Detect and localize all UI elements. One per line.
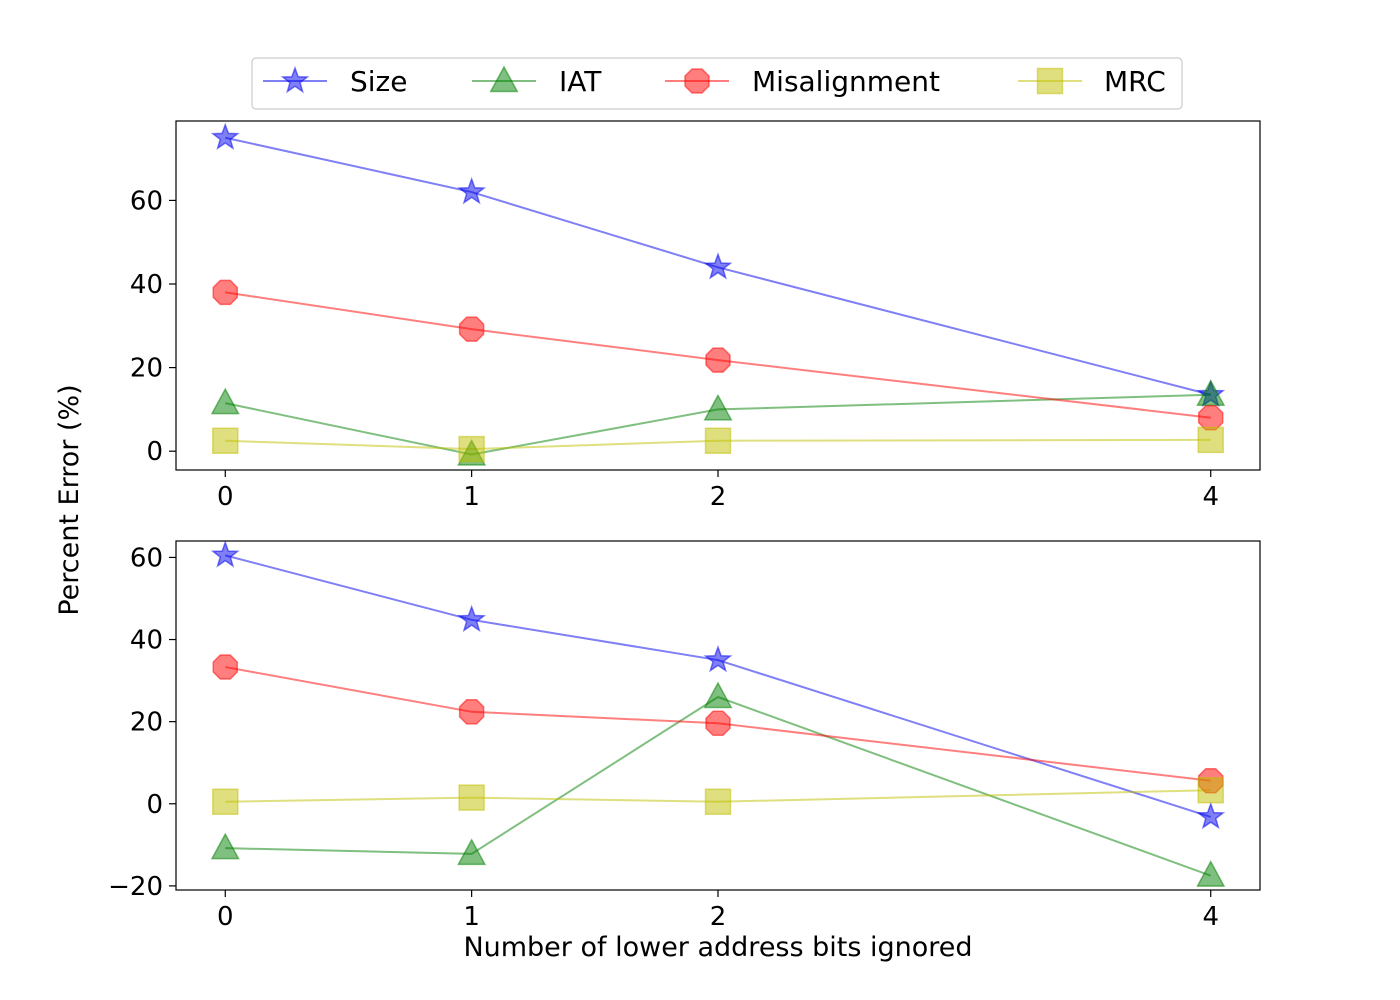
y-tick-label: 0 — [146, 790, 163, 820]
x-tick-label: 4 — [1202, 902, 1219, 932]
data-point-iat — [457, 838, 487, 866]
legend-marker-square-icon — [1036, 67, 1064, 95]
data-point-misalignment — [458, 699, 485, 725]
data-point-iat — [1196, 860, 1226, 887]
x-tick-label: 1 — [463, 902, 480, 932]
legend-label: Size — [350, 65, 407, 98]
legend-label: MRC — [1104, 65, 1166, 98]
data-point-misalignment — [212, 654, 239, 680]
x-tick-label: 2 — [710, 902, 727, 932]
data-point-misalignment — [212, 279, 239, 306]
series-line-misalignment — [225, 666, 1211, 782]
plot-area — [210, 541, 1226, 887]
y-tick-label: 60 — [130, 543, 163, 573]
data-point-misalignment — [705, 347, 731, 373]
data-point-mrc — [212, 427, 239, 454]
legend-marker-triangle-icon — [489, 65, 519, 93]
data-point-iat — [703, 393, 733, 421]
x-tick-label: 1 — [463, 482, 480, 512]
data-point-size — [210, 541, 240, 568]
legend-item-size: Size — [263, 65, 407, 98]
series-line-mrc — [225, 438, 1211, 451]
legend-label: IAT — [559, 65, 602, 98]
legend-item-iat: IAT — [472, 65, 602, 98]
data-point-size — [457, 604, 487, 633]
x-axis-label: Number of lower address bits ignored — [463, 932, 972, 963]
series-line-size — [225, 554, 1212, 818]
data-point-misalignment — [1197, 404, 1224, 431]
y-axis-label: Percent Error (%) — [54, 384, 85, 615]
x-tick-label: 2 — [710, 482, 727, 512]
data-point-mrc — [1197, 426, 1224, 454]
legend: Size IAT Misalignment MRC — [251, 57, 1183, 110]
series-line-size — [225, 136, 1211, 396]
data-point-size — [210, 122, 240, 151]
y-tick-label: −20 — [108, 872, 163, 902]
legend-item-misalignment: Misalignment — [665, 65, 940, 98]
legend-label: Misalignment — [752, 65, 940, 98]
panel-2: 0 1 2 4 −20 0 20 40 60 — [108, 540, 1261, 932]
x-tick-label: 0 — [217, 902, 234, 932]
data-point-mrc — [704, 427, 732, 454]
legend-marker-octagon-icon — [684, 68, 710, 94]
data-point-iat — [703, 681, 733, 709]
data-point-mrc — [1197, 776, 1224, 804]
data-point-mrc — [212, 788, 239, 815]
x-tick-label: 4 — [1202, 482, 1219, 512]
y-tick-label: 0 — [146, 437, 163, 467]
data-point-size — [1196, 801, 1226, 830]
data-point-iat — [210, 832, 240, 860]
legend-item-mrc: MRC — [1018, 65, 1166, 98]
data-point-mrc — [704, 788, 732, 815]
series-line-iat — [225, 393, 1211, 456]
y-tick-label: 60 — [130, 186, 163, 216]
plot-area — [210, 122, 1226, 466]
y-tick-label: 20 — [130, 708, 163, 738]
data-point-size — [703, 644, 733, 673]
data-point-misalignment — [705, 710, 731, 737]
data-point-mrc — [458, 784, 485, 811]
y-tick-label: 40 — [130, 270, 163, 300]
legend-frame — [251, 57, 1183, 110]
data-point-iat — [210, 387, 240, 415]
data-point-mrc — [458, 435, 485, 463]
series-line-iat — [225, 695, 1212, 877]
y-tick-label: 40 — [130, 626, 163, 656]
y-tick-label: 20 — [130, 354, 163, 384]
data-point-misalignment — [458, 316, 485, 342]
series-line-mrc — [225, 789, 1211, 803]
data-point-size — [457, 176, 487, 205]
legend-marker-star-icon — [280, 65, 310, 94]
data-point-size — [703, 252, 733, 280]
series-line-misalignment — [225, 291, 1211, 419]
x-tick-label: 0 — [217, 482, 234, 512]
